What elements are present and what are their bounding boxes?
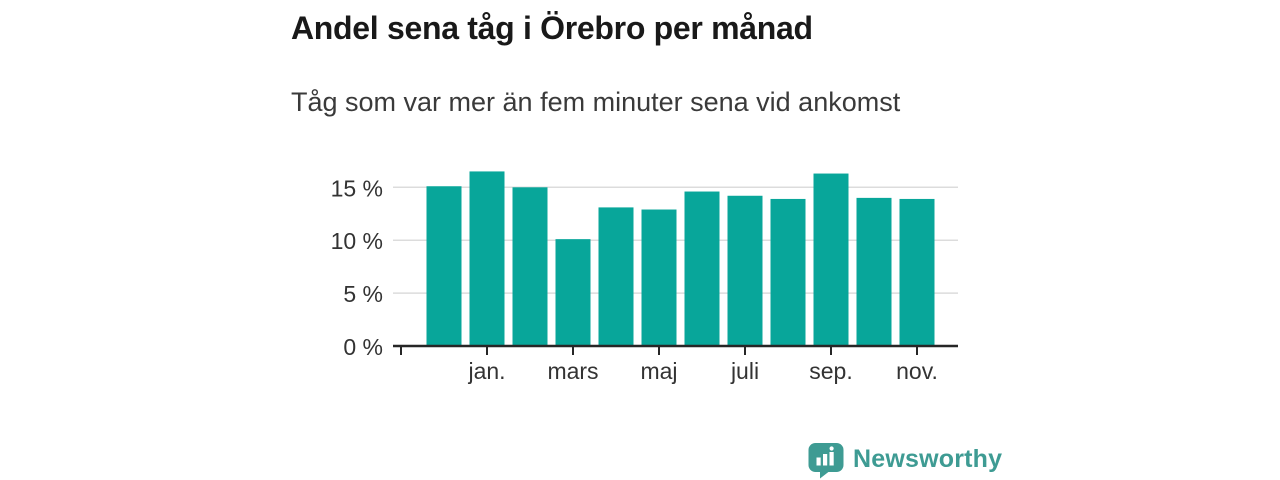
bar-7 (684, 191, 720, 346)
bar-5 (598, 207, 634, 346)
x-tick-label-juli: juli (730, 358, 759, 384)
newsworthy-wordmark: Newsworthy (853, 445, 1003, 473)
newsworthy-logo: Newsworthy (808, 442, 1002, 480)
chart-title: Andel sena tåg i Örebro per månad (291, 10, 813, 46)
bar-11 (856, 197, 892, 346)
bar-6 (641, 209, 677, 346)
chart-subtitle: Tåg som var mer än fem minuter sena vid … (291, 87, 901, 117)
y-tick-label-5: 5 % (343, 281, 383, 307)
bar-10 (813, 173, 849, 346)
x-tick-label-sep.: sep. (809, 358, 852, 384)
bar-9 (770, 198, 806, 346)
bar-chart-speech-bubble-icon (808, 443, 844, 479)
bar-4 (555, 239, 591, 346)
y-tick-label-0: 0 % (343, 334, 383, 360)
x-tick-label-jan.: jan. (467, 358, 505, 384)
bar-1 (426, 186, 462, 346)
bar-chart: jan. mars maj juli sep. nov. 0 % 5 % 10 % 15 % (331, 171, 958, 384)
bar-2 (469, 171, 505, 346)
y-tick-label-10: 10 % (331, 228, 383, 254)
bar-8 (727, 195, 763, 346)
bar-3 (512, 187, 548, 346)
bar-12 (899, 198, 935, 346)
x-tick-label-mars: mars (547, 358, 598, 384)
y-tick-label-15: 15 % (331, 175, 383, 201)
x-tick-label-nov.: nov. (896, 358, 938, 384)
x-tick-label-maj: maj (640, 358, 677, 384)
